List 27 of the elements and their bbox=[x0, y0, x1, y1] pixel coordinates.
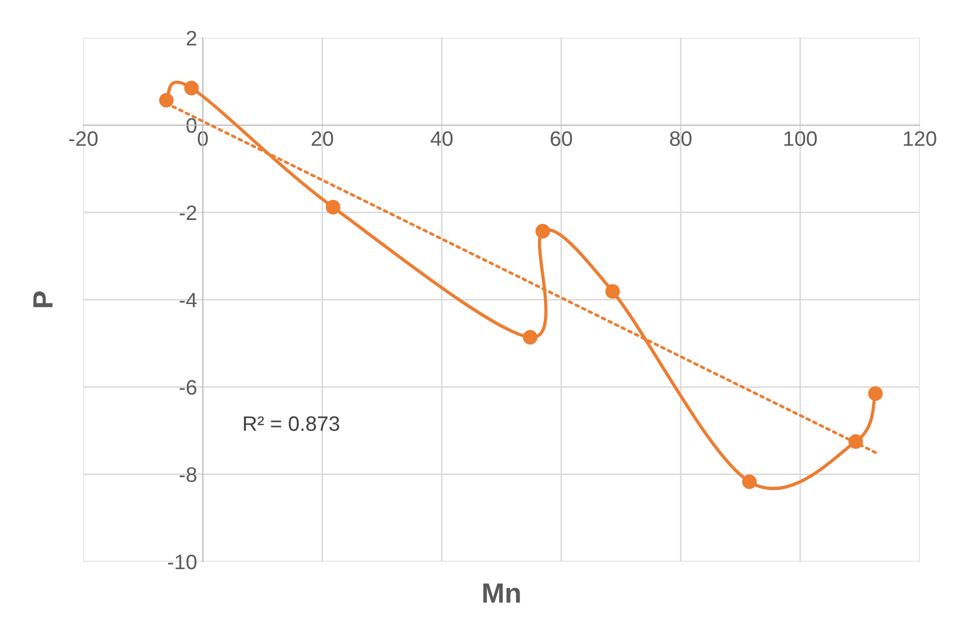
x-tick-label: 120 bbox=[904, 131, 936, 146]
point bbox=[742, 474, 757, 490]
x-tick-label: 0 bbox=[198, 131, 208, 146]
point bbox=[326, 200, 340, 214]
point bbox=[522, 330, 538, 345]
point bbox=[868, 386, 883, 401]
y-axis-title: P bbox=[33, 291, 52, 308]
y-tick-label: 0 bbox=[186, 118, 196, 133]
y-tick-label: 2 bbox=[186, 30, 196, 46]
x-tick-label: 40 bbox=[430, 131, 453, 146]
x-tick-label: 80 bbox=[670, 131, 692, 146]
x-tick-label: -20 bbox=[69, 131, 98, 146]
point bbox=[159, 92, 174, 108]
point bbox=[848, 434, 864, 449]
point bbox=[535, 224, 550, 238]
point bbox=[184, 80, 199, 96]
y-tick-label: -8 bbox=[180, 467, 196, 482]
y-tick-label: -6 bbox=[180, 380, 196, 395]
annotation: R² = 0.873 bbox=[244, 416, 340, 432]
x-tick-label: 100 bbox=[784, 131, 817, 146]
x-axis-title: Mn bbox=[483, 584, 520, 603]
x-tick-label: 60 bbox=[550, 131, 572, 146]
point bbox=[605, 284, 620, 299]
x-tick-label: 20 bbox=[312, 131, 334, 146]
y-tick-label: -4 bbox=[180, 292, 197, 308]
y-tick-label: -2 bbox=[180, 205, 196, 220]
y-tick-label: -10 bbox=[168, 554, 196, 570]
